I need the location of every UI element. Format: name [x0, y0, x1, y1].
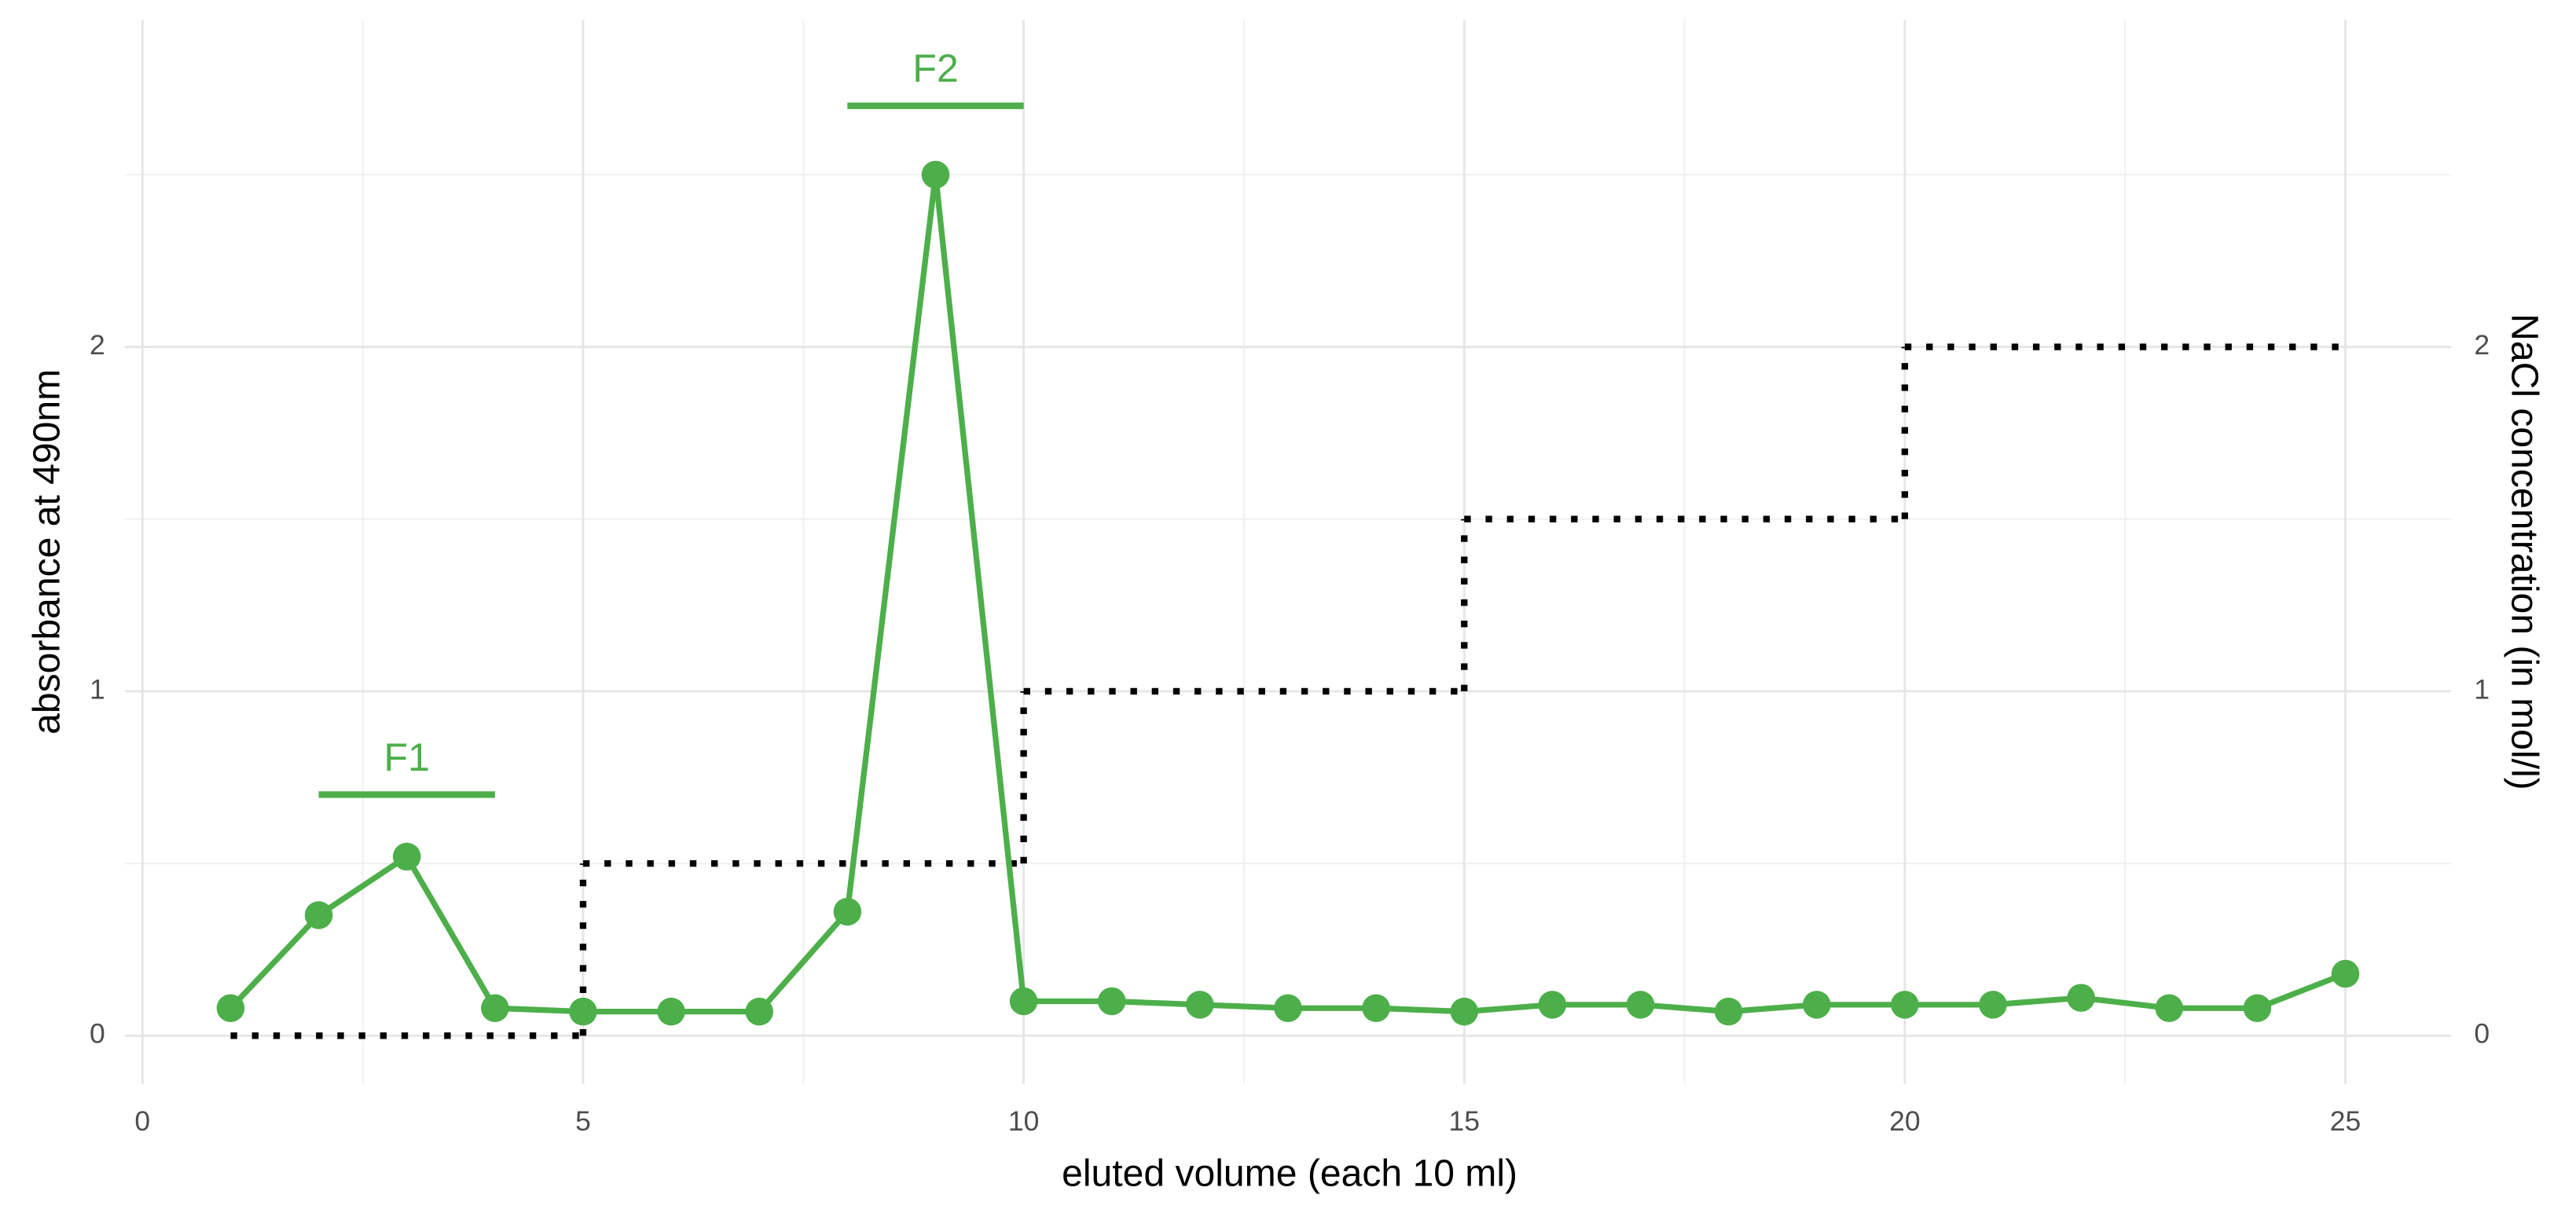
y2-tick-label: 2	[2474, 329, 2490, 361]
step-line	[230, 343, 2346, 1039]
data-point	[2331, 959, 2360, 988]
data-point	[2155, 994, 2184, 1023]
data-point	[392, 842, 421, 871]
data-point	[1714, 997, 1743, 1026]
data-point	[2067, 984, 2095, 1012]
x-tick-label: 25	[2330, 1105, 2361, 1137]
data-point	[1450, 997, 1479, 1026]
data-point	[2243, 994, 2272, 1023]
data-point	[1186, 991, 1214, 1019]
x-tick-label: 0	[134, 1105, 150, 1137]
y-tick-label: 1	[90, 673, 105, 705]
x-axis-title: eluted volume (each 10 ml)	[1062, 1152, 1517, 1194]
data-line	[228, 171, 2347, 1015]
y-axis-title: absorbance at 490nm	[25, 369, 68, 735]
data-point	[833, 897, 862, 926]
x-tick-label: 15	[1449, 1105, 1481, 1137]
x-tick-label: 10	[1008, 1105, 1040, 1137]
x-tick-label: 5	[575, 1105, 591, 1137]
data-point	[304, 901, 333, 929]
data-point	[745, 997, 773, 1026]
x-tick-label: 20	[1889, 1105, 1921, 1137]
annotation-label: F2	[912, 46, 959, 90]
data-point	[1626, 991, 1655, 1019]
data-point	[1362, 994, 1390, 1023]
y-tick-label: 0	[90, 1018, 105, 1050]
data-point	[921, 160, 950, 189]
y2-axis-title: NaCl concentration (in mol/l)	[2503, 313, 2545, 790]
grid	[124, 20, 2452, 1084]
data-point	[1979, 991, 2007, 1019]
data-point	[1009, 987, 1038, 1016]
data-point	[1891, 991, 1919, 1019]
data-point	[657, 997, 685, 1026]
y2-tick-label: 0	[2474, 1018, 2490, 1050]
y2-tick-label: 1	[2474, 673, 2490, 705]
annotation-label: F1	[383, 735, 430, 779]
data-point	[1538, 991, 1567, 1019]
data-point	[1274, 994, 1302, 1023]
data-point	[216, 994, 245, 1023]
data-point	[1097, 987, 1126, 1016]
data-point	[481, 994, 509, 1023]
y-tick-label: 2	[90, 329, 105, 361]
data-point	[569, 997, 597, 1026]
data-point	[1803, 991, 1831, 1019]
